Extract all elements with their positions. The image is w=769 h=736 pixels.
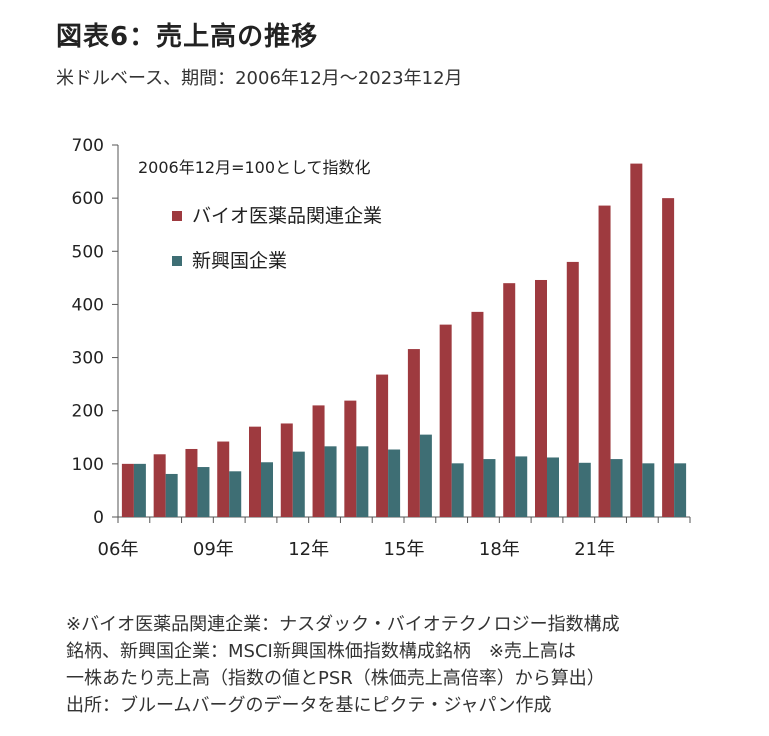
y-tick-label: 0 [93,508,104,528]
bar-em [610,459,623,517]
bar-em [642,463,655,517]
bar-bio [121,463,134,517]
bar-bio [376,374,389,517]
bar-em [419,434,432,517]
y-tick-label: 500 [72,242,104,262]
bar-bio [217,441,230,517]
bar-bio [344,400,357,517]
bar-bio [471,311,484,517]
bar-bio [535,279,547,517]
bar-bio [153,454,166,517]
bar-bio [503,283,516,517]
chart-title: 図表6：売上高の推移 [56,22,319,52]
legend-label-em: 新興国企業 [192,250,287,272]
bar-em [292,451,305,517]
bar-em [388,449,401,517]
bar-bio [662,198,675,517]
x-axis: 06年 09年 12年 15年 18年 21年 [98,516,691,560]
footnote-line: 出所：ブルームバーグのデータを基にピクテ・ジャパン作成 [66,695,552,716]
legend-swatch-em [172,256,182,266]
bar-em [451,463,464,517]
bar-em [165,473,178,517]
bar-bio [185,448,198,517]
footnote: ※バイオ医薬品関連企業：ナスダック・バイオテクノロジー指数構成 銘柄、新興国企業… [66,611,756,719]
index-annotation: 2006年12月=100として指数化 [138,158,371,177]
x-tick-label: 15年 [384,539,425,560]
bar-em [674,463,687,517]
bar-em [578,462,591,517]
legend-swatch-bio [172,211,182,221]
y-tick-label: 300 [72,349,104,369]
bar-em [356,446,369,517]
bar-bio [630,163,643,517]
bars [121,163,687,517]
y-tick-label: 200 [72,402,104,422]
y-tick-label: 100 [72,455,104,475]
bar-bio [249,426,261,517]
legend: 2006年12月=100として指数化 バイオ医薬品関連企業 新興国企業 [138,158,382,272]
footnote-line: 一株あたり売上高（指数の値とPSR（株価売上高倍率）から算出） [66,668,605,689]
bar-em [483,459,496,517]
y-tick-label: 400 [72,295,104,315]
bar-em [229,471,242,517]
x-tick-label: 18年 [479,539,520,560]
bar-em [515,456,528,517]
footnote-line: 銘柄、新興国企業：MSCI新興国株価指数構成銘柄 ※売上高は [66,641,576,662]
bar-em [547,457,559,517]
bar-bio [407,349,420,517]
bar-em [197,467,210,517]
legend-label-bio: バイオ医薬品関連企業 [192,205,382,227]
sales-bar-chart: 0 100 200 300 400 500 600 700 06年 09年 12年 15年 18年 21… [72,136,691,560]
x-tick-label: 06年 [98,539,139,560]
bar-bio [598,205,611,517]
bar-bio [312,405,325,517]
bar-bio [566,261,579,517]
bar-bio [439,324,452,517]
x-tick-label: 09年 [193,539,234,560]
chart-subtitle: 米ドルベース、期間：2006年12月～2023年12月 [56,68,463,89]
x-tick-label: 12年 [288,539,329,560]
bar-em [324,446,337,517]
bar-em [261,462,273,517]
x-tick-label: 21年 [574,539,615,560]
y-tick-label: 600 [72,189,104,209]
bar-bio [280,423,293,517]
y-tick-label: 700 [72,136,104,156]
footnote-line: ※バイオ医薬品関連企業：ナスダック・バイオテクノロジー指数構成 [66,614,620,635]
bar-em [133,463,146,517]
y-axis: 0 100 200 300 400 500 600 700 [72,136,119,528]
